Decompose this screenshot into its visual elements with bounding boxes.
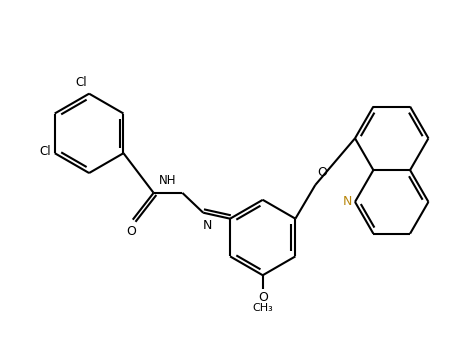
Text: Cl: Cl	[39, 145, 51, 158]
Text: NH: NH	[159, 174, 177, 187]
Text: N: N	[343, 195, 352, 208]
Text: N: N	[203, 219, 213, 232]
Text: O: O	[126, 225, 136, 237]
Text: O: O	[317, 166, 327, 179]
Text: O: O	[258, 291, 268, 304]
Text: Cl: Cl	[75, 76, 87, 89]
Text: CH₃: CH₃	[252, 303, 273, 313]
